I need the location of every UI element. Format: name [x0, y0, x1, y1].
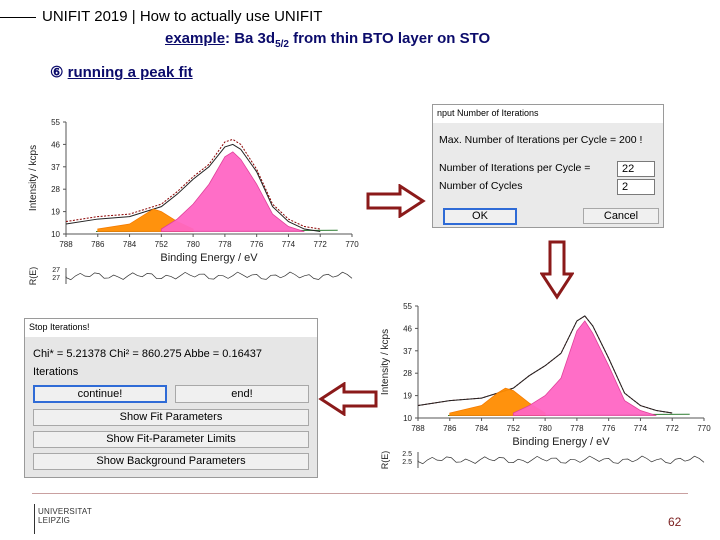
x-tick-label: 778: [570, 424, 584, 433]
y-tick-label: 37: [403, 347, 412, 356]
max-iterations-label: Max. Number of Iterations per Cycle = 20…: [439, 134, 643, 146]
example-colon: :: [225, 30, 231, 47]
x-tick-label: 774: [282, 240, 296, 249]
show-background-parameters-button[interactable]: Show Background Parameters: [33, 453, 309, 470]
fit-statistics: Chi* = 5.21378 Chi² = 860.275 Abbe = 0.1…: [33, 348, 263, 360]
series-line: [417, 315, 673, 414]
peak-component: [160, 151, 305, 232]
iterations-dialog-title: nput Number of Iterations: [433, 105, 663, 123]
y-tick-label: 46: [51, 140, 60, 149]
x-tick-label: 772: [314, 240, 328, 249]
x-tick-label: 784: [475, 424, 489, 433]
x-tick-label: 776: [602, 424, 616, 433]
university-name-line1: UNIVERSITAT: [38, 507, 92, 516]
header-separator: |: [131, 8, 136, 25]
x-tick-label: 786: [91, 240, 105, 249]
header-rule: [0, 17, 36, 18]
residual-tick-label: 2.5: [402, 459, 412, 466]
residual-axis-label: R(E): [380, 451, 390, 470]
residual-line: [417, 455, 705, 465]
x-tick-label: 776: [250, 240, 264, 249]
university-logo-bar: [34, 504, 35, 534]
x-tick-label: 774: [634, 424, 648, 433]
x-tick-label: 770: [697, 424, 711, 433]
series-line: [65, 138, 321, 230]
step-text: running a peak fit: [67, 64, 193, 81]
footer-rule: [32, 493, 688, 494]
y-tick-label: 55: [51, 118, 60, 127]
iterations-label: Iterations: [33, 366, 79, 378]
spectrum-chart-before: 10 19 28 37 46 55 788 786 784 752 780 778 776 774 772 7…: [28, 118, 359, 286]
x-tick-label: 770: [345, 240, 359, 249]
x-tick-label: 772: [666, 424, 680, 433]
number-of-cycles-label: Number of Cycles: [439, 180, 523, 192]
x-axis-label: Binding Energy / eV: [160, 252, 258, 264]
y-tick-label: 19: [403, 392, 412, 401]
x-tick-label: 788: [411, 424, 425, 433]
x-axis-label: Binding Energy / eV: [512, 436, 610, 448]
step-heading: ⑥ running a peak fit: [50, 63, 193, 81]
y-axis-label: Intensity / kcps: [28, 145, 39, 211]
example-line: example: Ba 3d5/2 from thin BTO layer on…: [165, 30, 490, 50]
arrow-down-icon: [540, 240, 574, 300]
residual-tick-label: 2.5: [402, 451, 412, 458]
example-text-pre: Ba 3d: [234, 30, 276, 47]
y-axis-label: Intensity / kcps: [380, 329, 391, 395]
series-line: [65, 143, 321, 233]
example-subscript: 5/2: [275, 39, 289, 50]
header-subtitle: How to actually use UNIFIT: [139, 8, 323, 25]
show-fit-parameters-button[interactable]: Show Fit Parameters: [33, 409, 309, 426]
y-tick-label: 19: [51, 208, 60, 217]
y-tick-label: 37: [51, 163, 60, 172]
page-number: 62: [668, 515, 682, 529]
stop-iterations-dialog: Stop Iterations! Chi* = 5.21378 Chi² = 8…: [24, 318, 318, 478]
y-tick-label: 10: [51, 230, 60, 239]
x-tick-label: 752: [155, 240, 169, 249]
x-tick-label: 778: [218, 240, 232, 249]
step-number: ⑥: [50, 64, 64, 81]
residual-tick-label: 27: [52, 275, 60, 282]
y-tick-label: 55: [403, 302, 412, 311]
iterations-per-cycle-label: Number of Iterations per Cycle =: [439, 162, 591, 174]
x-tick-label: 786: [443, 424, 457, 433]
show-fit-parameter-limits-button[interactable]: Show Fit-Parameter Limits: [33, 431, 309, 448]
x-tick-label: 784: [123, 240, 137, 249]
example-text-post: from thin BTO layer on STO: [293, 30, 491, 47]
y-tick-label: 46: [403, 324, 412, 333]
stop-dialog-title: Stop Iterations!: [25, 319, 317, 337]
y-tick-label: 28: [403, 369, 412, 378]
x-tick-label: 788: [59, 240, 73, 249]
arrow-right-icon: [366, 184, 426, 218]
y-tick-label: 10: [403, 414, 412, 423]
residual-line: [65, 271, 353, 281]
arrow-left-icon: [318, 382, 378, 416]
residual-axis-label: R(E): [28, 267, 38, 286]
x-tick-label: 752: [507, 424, 521, 433]
peak-component: [512, 320, 657, 416]
spectrum-chart-after: 10 19 28 37 46 55 788 786 784 752 780 778 776 774 772 7…: [380, 302, 711, 470]
y-tick-label: 28: [51, 185, 60, 194]
university-logo: UNIVERSITAT LEIPZIG: [38, 507, 92, 525]
x-tick-label: 780: [538, 424, 552, 433]
end-button[interactable]: end!: [175, 385, 309, 403]
iterations-dialog: nput Number of Iterations Max. Number of…: [432, 104, 664, 228]
ok-button[interactable]: OK: [443, 208, 517, 225]
example-label: example: [165, 30, 226, 47]
residual-tick-label: 27: [52, 267, 60, 274]
university-name-line2: LEIPZIG: [38, 516, 71, 525]
continue-button[interactable]: continue!: [33, 385, 167, 403]
header-title: UNIFIT 2019: [42, 8, 128, 25]
iterations-per-cycle-input[interactable]: 22: [617, 161, 655, 177]
slide-header: UNIFIT 2019 | How to actually use UNIFIT: [42, 8, 322, 25]
cancel-button[interactable]: Cancel: [583, 208, 659, 224]
number-of-cycles-input[interactable]: 2: [617, 179, 655, 195]
x-tick-label: 780: [186, 240, 200, 249]
